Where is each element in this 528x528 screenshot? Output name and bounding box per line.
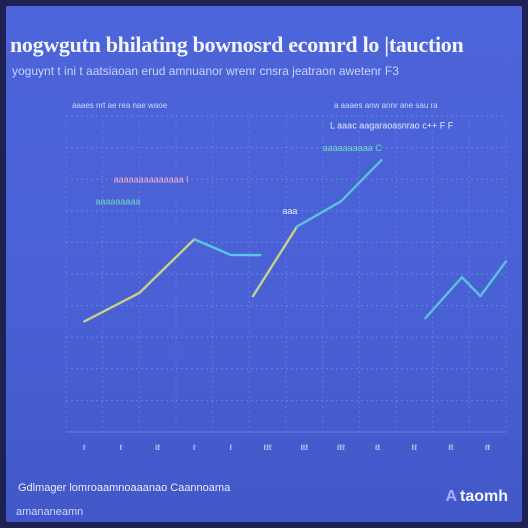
x-tick-label: ℓℓ <box>411 443 418 452</box>
annotation-label: aaaaaaaaaa C <box>323 143 383 153</box>
legend-right: a aaaes anw annr ane sau ra <box>334 101 438 110</box>
footer-source: Gdlmager lomroaamnoaaanao Caannoama <box>18 482 231 494</box>
annotation-label: aaaaaaaaaaaaaa l <box>114 174 189 184</box>
chart-title: nogwgutn bhilating bownosrd ecomrd lo |t… <box>10 32 464 57</box>
chart-subtitle: yoguynt t ini t aatsiaoan erud amnuanor … <box>12 64 399 78</box>
grid <box>65 115 507 433</box>
annotation-label: aaa <box>282 206 297 216</box>
line-chart: aaaes nrt ae rea nae waoe a aaaes anw an… <box>65 101 508 452</box>
series-line-5 <box>424 260 508 320</box>
x-tick-label: ℓℓℓ <box>299 443 308 452</box>
legend-left: aaaes nrt ae rea nae waoe <box>72 101 168 110</box>
x-tick-label: ℓℓℓ <box>263 443 272 452</box>
series-group <box>83 159 508 323</box>
annotations: L aaac aagaraoasnrao c++ F F aaaaaaaaaa C… <box>95 121 453 216</box>
x-tick-label: ℓℓ <box>484 443 491 452</box>
x-axis-ticks: ℓ ℓ ℓℓ ℓ ℓ ℓℓℓ ℓℓℓ ℓℓℓ ℓℓ ℓℓ ℓℓ ℓℓ <box>82 443 491 452</box>
chart-frame: nogwgutn bhilating bownosrd ecomrd lo |t… <box>6 6 522 522</box>
legend: aaaes nrt ae rea nae waoe a aaaes anw an… <box>72 101 438 110</box>
x-tick-label: ℓℓ <box>447 443 454 452</box>
x-tick-label: ℓ <box>82 443 86 452</box>
x-tick-label: ℓ <box>192 443 196 452</box>
series-line-2 <box>193 238 262 257</box>
x-tick-label: ℓ <box>229 443 233 452</box>
brand-label: taomh <box>460 488 508 505</box>
x-tick-label: ℓℓ <box>374 443 381 452</box>
brand-mark: A <box>445 488 457 505</box>
footer-note: amananeamn <box>16 506 84 518</box>
series-line-4 <box>295 159 383 228</box>
annotation-label: aaaaaaaaa <box>95 196 140 206</box>
series-line-3 <box>251 225 299 298</box>
x-tick-label: ℓℓ <box>154 443 161 452</box>
annotation-label: L aaac aagaraoasnrao c++ F F <box>330 121 454 131</box>
x-tick-label: ℓ <box>119 443 123 452</box>
x-tick-label: ℓℓℓ <box>336 443 345 452</box>
